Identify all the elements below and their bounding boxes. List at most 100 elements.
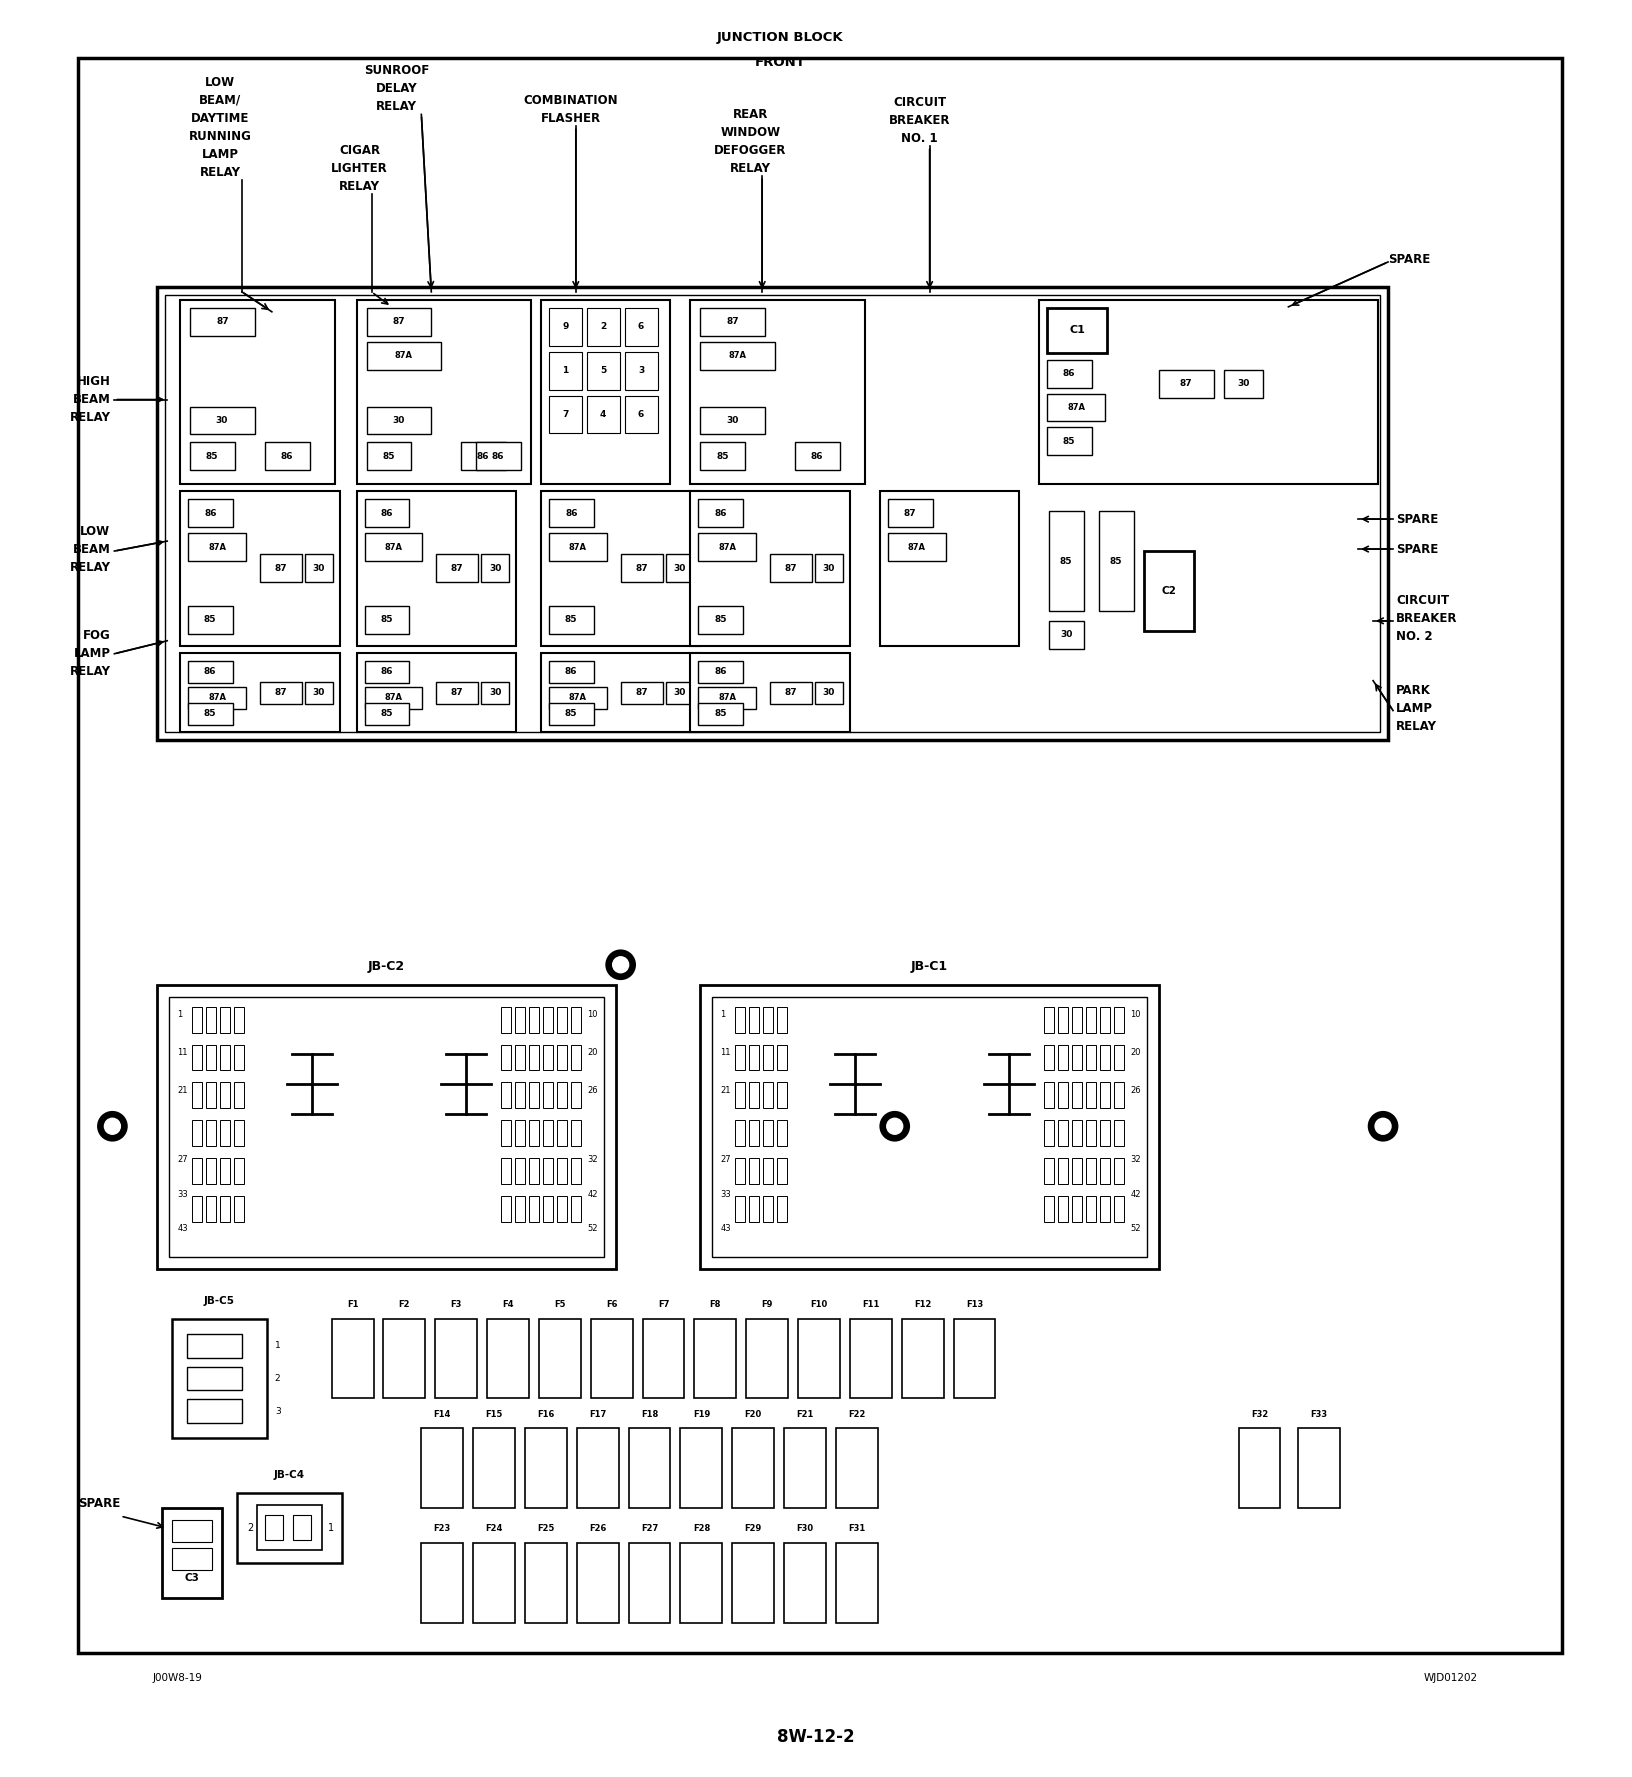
Bar (1115, 1045, 1124, 1070)
Bar (698, 702, 743, 725)
Bar (384, 1319, 426, 1398)
Text: J00W8-19: J00W8-19 (152, 1672, 202, 1683)
Text: JB-C5: JB-C5 (204, 1295, 235, 1306)
Bar (628, 1542, 671, 1622)
Bar (1044, 1120, 1054, 1146)
Bar (305, 682, 333, 704)
Bar (1085, 1006, 1097, 1032)
Bar (237, 1493, 341, 1564)
Bar (783, 1542, 826, 1622)
Text: LOW: LOW (206, 76, 235, 89)
Bar (1044, 1159, 1054, 1183)
Text: SPARE: SPARE (78, 1496, 121, 1510)
Bar (749, 1006, 759, 1032)
Text: F24: F24 (485, 1525, 503, 1534)
Text: F15: F15 (485, 1409, 503, 1418)
Bar (1299, 1429, 1340, 1509)
Text: DAYTIME: DAYTIME (191, 112, 250, 124)
Bar (1100, 1120, 1110, 1146)
Bar (698, 686, 756, 709)
Text: 87A: 87A (718, 542, 736, 551)
Bar (516, 1045, 526, 1070)
Circle shape (98, 1112, 126, 1141)
Bar (206, 1120, 215, 1146)
Text: LAMP: LAMP (201, 147, 238, 160)
Bar (188, 1333, 242, 1358)
Bar (733, 1429, 774, 1509)
Bar (1058, 1045, 1067, 1070)
Bar (588, 307, 620, 347)
Bar (1072, 1082, 1082, 1109)
Bar (571, 1196, 581, 1223)
Text: 87A: 87A (570, 693, 588, 702)
Bar (557, 1159, 566, 1183)
Text: 2: 2 (246, 1523, 253, 1534)
Text: 3: 3 (274, 1407, 281, 1416)
Text: 43: 43 (720, 1224, 731, 1233)
Text: 85: 85 (380, 709, 393, 718)
Text: 30: 30 (823, 688, 836, 697)
Bar (305, 554, 333, 581)
Text: WJD01202: WJD01202 (1423, 1672, 1477, 1683)
Text: DEFOGGER: DEFOGGER (715, 144, 787, 156)
Bar (1058, 1006, 1067, 1032)
Bar (364, 686, 423, 709)
Bar (421, 1429, 463, 1509)
Bar (736, 1159, 746, 1183)
Bar (529, 1159, 539, 1183)
Text: 85: 85 (715, 615, 726, 624)
Text: F26: F26 (589, 1525, 607, 1534)
Text: F9: F9 (762, 1301, 774, 1310)
Text: F2: F2 (398, 1301, 410, 1310)
Bar (188, 1400, 242, 1423)
Text: 30: 30 (215, 416, 228, 425)
Text: F3: F3 (450, 1301, 462, 1310)
Bar (625, 396, 658, 434)
Text: 87: 87 (215, 318, 228, 327)
Bar (902, 1319, 943, 1398)
Bar (698, 499, 743, 528)
Text: 86: 86 (715, 508, 728, 517)
Text: 85: 85 (206, 451, 219, 460)
Circle shape (1376, 1118, 1390, 1134)
Bar (548, 661, 594, 682)
Bar (548, 702, 594, 725)
Bar (193, 1159, 202, 1183)
Text: PARK: PARK (1395, 684, 1431, 697)
Bar (764, 1120, 774, 1146)
Text: BEAM: BEAM (72, 393, 111, 405)
Text: 87: 87 (785, 563, 798, 572)
Bar (477, 442, 521, 471)
Text: 86: 86 (204, 666, 217, 677)
Bar (770, 682, 813, 704)
Text: 85: 85 (380, 615, 393, 624)
Bar (620, 682, 663, 704)
Bar (1239, 1429, 1281, 1509)
Bar (749, 1196, 759, 1223)
Text: 32: 32 (1131, 1155, 1141, 1164)
Bar (880, 490, 1020, 645)
Bar (1040, 300, 1377, 485)
Bar (473, 1542, 516, 1622)
Bar (516, 1006, 526, 1032)
Text: JB-C1: JB-C1 (911, 960, 948, 974)
Bar (180, 652, 339, 732)
Text: F7: F7 (658, 1301, 669, 1310)
Text: 8W-12-2: 8W-12-2 (777, 1729, 855, 1747)
Text: JB-C4: JB-C4 (274, 1470, 305, 1480)
Text: 6: 6 (638, 410, 645, 419)
Bar (173, 1548, 212, 1569)
Text: 2: 2 (601, 322, 607, 331)
Text: 85: 85 (204, 615, 217, 624)
Bar (571, 1159, 581, 1183)
Bar (814, 554, 842, 581)
Bar (486, 1319, 529, 1398)
Bar (736, 1120, 746, 1146)
Text: F11: F11 (862, 1301, 880, 1310)
Bar (165, 295, 1381, 732)
Bar (1049, 512, 1084, 611)
Text: RELAY: RELAY (1395, 720, 1438, 732)
Bar (1072, 1045, 1082, 1070)
Text: 30: 30 (726, 416, 738, 425)
Bar (233, 1006, 243, 1032)
